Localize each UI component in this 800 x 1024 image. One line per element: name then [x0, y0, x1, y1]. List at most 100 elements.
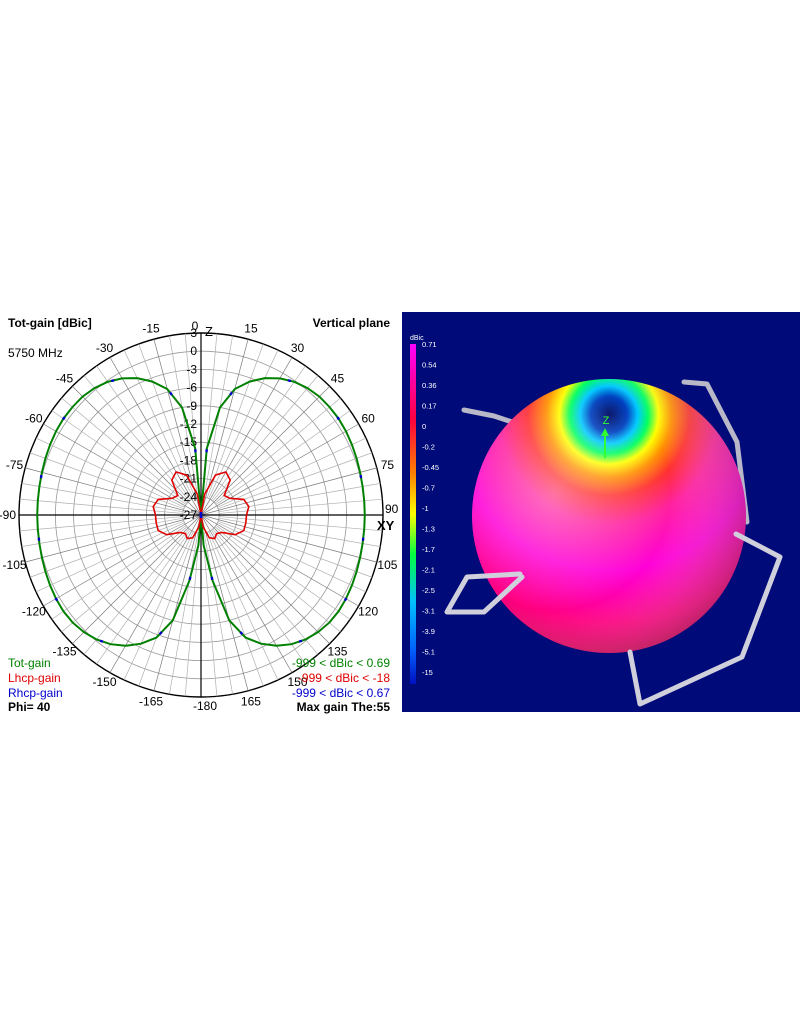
- angle-tick-label: -150: [92, 675, 116, 689]
- angle-grid-spoke: [217, 452, 373, 510]
- angle-grid-spoke: [200, 514, 249, 691]
- angle-grid-spoke: [138, 343, 196, 499]
- angle-tick-label: 30: [291, 341, 305, 355]
- angle-grid-spoke: [217, 520, 373, 578]
- radial-tick-label: -18: [180, 453, 198, 467]
- polar-plane-label: Vertical plane: [312, 316, 390, 330]
- angle-tick-label: -105: [3, 558, 27, 572]
- angle-grid-spoke: [72, 514, 202, 644]
- angle-grid-spoke: [61, 526, 188, 633]
- angle-tick-label: 120: [358, 605, 378, 619]
- angle-grid-spoke: [203, 335, 233, 498]
- angle-grid-spoke: [21, 483, 184, 513]
- angle-tick-label: -180: [193, 699, 217, 713]
- angle-tick-label: -90: [0, 508, 16, 522]
- colorbar-tick-label: -2.1: [422, 566, 435, 575]
- angle-grid-spoke: [51, 410, 187, 505]
- colorbar-tick-label: 0.17: [422, 402, 437, 411]
- angle-grid-spoke: [218, 517, 381, 547]
- angle-tick-label: -15: [142, 322, 160, 336]
- angle-grid-spoke: [200, 357, 293, 516]
- surface-shading: [472, 379, 746, 653]
- angle-tick-label: 90: [385, 502, 398, 516]
- angle-grid-spoke: [123, 531, 194, 681]
- colorbar-tick-label: -5.1: [422, 648, 435, 657]
- angle-grid-spoke: [211, 529, 306, 665]
- angle-grid-spoke: [25, 467, 202, 516]
- angle-grid-spoke: [218, 483, 381, 513]
- angle-grid-spoke: [29, 520, 185, 578]
- angle-grid-spoke: [153, 514, 202, 691]
- series-lhcp-gain: [152, 470, 202, 540]
- angle-tick-label: 15: [244, 322, 258, 336]
- angle-grid-spoke: [35, 437, 185, 508]
- angle-grid-spoke: [219, 498, 383, 514]
- axis-label-xy: XY: [377, 518, 395, 533]
- angle-grid-spoke: [200, 386, 330, 516]
- angle-tick-label: 150: [287, 675, 307, 689]
- angle-grid-spoke: [203, 532, 233, 695]
- angle-tick-label: -60: [25, 412, 43, 426]
- radial-tick-label: -27: [180, 508, 198, 522]
- antenna-wires-back: [461, 379, 750, 525]
- colorbar-tick-label: -3.1: [422, 607, 435, 616]
- angle-grid-spoke: [138, 531, 196, 687]
- angle-grid-spoke: [184, 533, 200, 697]
- angle-grid-spoke: [208, 531, 279, 681]
- angle-grid-spoke: [214, 397, 341, 504]
- angle-grid-spoke: [217, 437, 367, 508]
- angle-grid-spoke: [35, 522, 185, 593]
- colorbar-tick-label: -1.7: [422, 545, 435, 554]
- angle-tick-label: 135: [327, 644, 347, 658]
- angle-tick-label: 165: [241, 694, 261, 708]
- radial-tick-label: -24: [180, 490, 198, 504]
- legend-rhcp-gain: Rhcp-gain: [8, 686, 63, 700]
- angle-grid-spoke: [109, 357, 202, 516]
- frequency-label: 5750 MHz: [8, 346, 63, 360]
- radial-tick-label: -6: [186, 381, 197, 395]
- angle-tick-label: 0: [192, 319, 199, 333]
- angle-tick-label: -45: [56, 372, 74, 386]
- angle-grid-spoke: [200, 423, 359, 516]
- max-gain-label: Max gain The:55: [296, 700, 390, 714]
- polar-title: Tot-gain [dBic]: [8, 316, 92, 330]
- colorbar: [410, 344, 416, 684]
- radial-tick-label: -3: [186, 362, 197, 376]
- angle-grid-spoke: [83, 528, 190, 655]
- legend-lhcp-range: -999 < dBic < -18: [297, 671, 390, 685]
- angle-grid-spoke: [43, 423, 202, 516]
- angle-grid-spoke: [169, 335, 199, 498]
- angle-grid-spoke: [200, 514, 330, 644]
- angle-grid-spoke: [96, 529, 191, 665]
- legend-tot-range: -999 < dBic < 0.69: [291, 656, 390, 670]
- z-axis-label: Z: [603, 415, 610, 427]
- angle-tick-label: 60: [361, 412, 375, 426]
- radial-tick-label: 3: [190, 326, 197, 340]
- polar-plot-panel: 0 15 30 45 60 75 90 105 120 135 150 165 -180 -165 -150…: [0, 312, 398, 716]
- legend-tot-gain: Tot-gain: [8, 656, 51, 670]
- angle-grid-spoke: [200, 514, 359, 607]
- polar-chart: 0 153045607590105120135150165-180-165-150…: [0, 319, 398, 713]
- angle-grid-spoke: [211, 365, 306, 501]
- angle-tick-label: -165: [139, 694, 163, 708]
- angle-grid-spoke: [61, 397, 188, 504]
- colorbar-tick-label: -0.2: [422, 443, 435, 452]
- radiation-pattern-3d: dBic 0.71 0.54 0.36 0.17 0 -0.2 -0.45 -0.7 -1 -1.…: [410, 335, 783, 707]
- angle-tick-label: -30: [96, 341, 114, 355]
- angle-grid-spoke: [212, 528, 319, 655]
- colorbar-ticks: 0.71 0.54 0.36 0.17 0 -0.2 -0.45 -0.7 -1 -1.3 -1.7…: [422, 340, 439, 677]
- colorbar-tick-label: -15: [422, 668, 433, 677]
- angle-tick-label: -135: [53, 644, 77, 658]
- angle-grid-spoke: [212, 375, 319, 502]
- colorbar-tick-label: 0: [422, 422, 426, 431]
- axis-label-z: Z: [205, 324, 213, 339]
- radial-tick-label: 0: [190, 344, 197, 358]
- colorbar-tick-label: -0.45: [422, 463, 439, 472]
- radiation-pattern-3d-panel: dBic 0.71 0.54 0.36 0.17 0 -0.2 -0.45 -0.7 -1 -1.…: [402, 312, 800, 712]
- angle-grid-spoke: [169, 532, 199, 695]
- angle-grid-spoke: [206, 343, 264, 499]
- angle-grid-spoke: [96, 365, 191, 501]
- z-axis-arrow: Z: [601, 415, 610, 458]
- angle-tick-label: 105: [377, 558, 397, 572]
- angle-grid-spoke: [202, 533, 218, 697]
